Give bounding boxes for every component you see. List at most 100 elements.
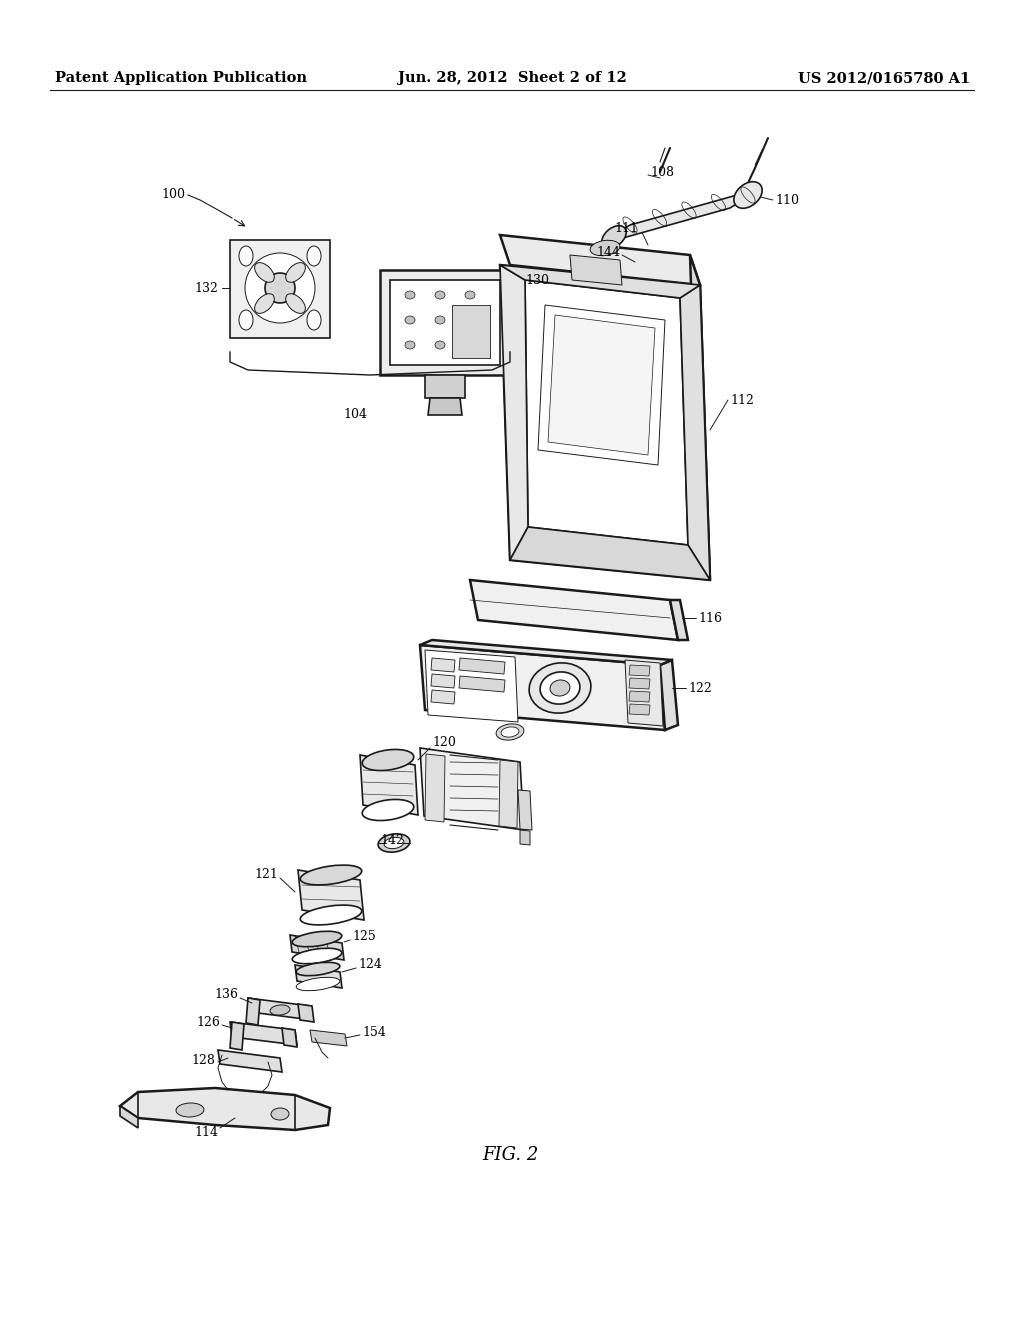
Polygon shape — [425, 754, 445, 822]
Polygon shape — [629, 678, 650, 689]
Ellipse shape — [465, 290, 475, 300]
Polygon shape — [680, 285, 710, 579]
Polygon shape — [420, 748, 524, 830]
Polygon shape — [452, 305, 490, 358]
Ellipse shape — [435, 315, 445, 323]
Text: 120: 120 — [432, 735, 456, 748]
Ellipse shape — [590, 240, 620, 256]
Text: 128: 128 — [191, 1053, 215, 1067]
Polygon shape — [470, 579, 678, 640]
Text: FIG. 2: FIG. 2 — [482, 1146, 539, 1164]
Text: 124: 124 — [358, 958, 382, 972]
Text: 142: 142 — [380, 833, 403, 846]
Polygon shape — [500, 235, 700, 285]
Ellipse shape — [292, 931, 342, 946]
Ellipse shape — [300, 906, 361, 925]
Ellipse shape — [296, 962, 340, 975]
Text: 112: 112 — [730, 393, 754, 407]
Polygon shape — [629, 704, 650, 715]
Text: 136: 136 — [214, 989, 238, 1002]
Ellipse shape — [406, 341, 415, 348]
Polygon shape — [510, 527, 710, 579]
Polygon shape — [625, 660, 663, 726]
Text: 110: 110 — [775, 194, 799, 206]
Polygon shape — [420, 640, 672, 665]
Polygon shape — [380, 271, 510, 375]
Text: 111: 111 — [614, 222, 638, 235]
Polygon shape — [246, 998, 260, 1026]
Polygon shape — [660, 660, 678, 730]
Polygon shape — [230, 1022, 244, 1049]
Polygon shape — [230, 1022, 297, 1045]
Ellipse shape — [307, 310, 321, 330]
Text: Jun. 28, 2012  Sheet 2 of 12: Jun. 28, 2012 Sheet 2 of 12 — [397, 71, 627, 84]
Polygon shape — [690, 255, 710, 579]
Polygon shape — [428, 399, 462, 414]
Ellipse shape — [734, 182, 762, 209]
Polygon shape — [459, 657, 505, 675]
Ellipse shape — [286, 263, 305, 282]
Polygon shape — [518, 789, 532, 830]
Polygon shape — [548, 315, 655, 455]
Text: 122: 122 — [688, 681, 712, 694]
Ellipse shape — [255, 294, 274, 313]
Ellipse shape — [406, 315, 415, 323]
Ellipse shape — [307, 246, 321, 267]
Polygon shape — [298, 870, 364, 920]
Ellipse shape — [435, 290, 445, 300]
Polygon shape — [120, 1088, 330, 1130]
Polygon shape — [420, 645, 665, 730]
Ellipse shape — [300, 865, 361, 884]
Ellipse shape — [602, 226, 627, 248]
Polygon shape — [218, 1049, 282, 1072]
Text: US 2012/0165780 A1: US 2012/0165780 A1 — [798, 71, 970, 84]
Text: 104: 104 — [343, 408, 367, 421]
Ellipse shape — [239, 246, 253, 267]
Polygon shape — [120, 1106, 138, 1129]
Text: Patent Application Publication: Patent Application Publication — [55, 71, 307, 84]
Polygon shape — [248, 998, 312, 1020]
Polygon shape — [390, 280, 500, 366]
Polygon shape — [500, 265, 528, 560]
Ellipse shape — [255, 263, 274, 282]
Polygon shape — [310, 1030, 347, 1045]
Ellipse shape — [176, 1104, 204, 1117]
Ellipse shape — [286, 294, 305, 313]
Polygon shape — [538, 305, 665, 465]
Polygon shape — [290, 935, 344, 960]
Polygon shape — [282, 1028, 297, 1047]
Polygon shape — [670, 601, 688, 640]
Text: 116: 116 — [698, 611, 722, 624]
Polygon shape — [360, 755, 418, 814]
Polygon shape — [629, 665, 650, 676]
Polygon shape — [499, 760, 518, 828]
Ellipse shape — [378, 834, 410, 853]
Ellipse shape — [362, 800, 414, 821]
Polygon shape — [629, 690, 650, 702]
Ellipse shape — [406, 290, 415, 300]
Polygon shape — [431, 657, 455, 672]
Polygon shape — [570, 255, 622, 285]
Text: 125: 125 — [352, 931, 376, 944]
Polygon shape — [500, 265, 710, 579]
Polygon shape — [431, 690, 455, 704]
Ellipse shape — [540, 672, 580, 704]
Polygon shape — [520, 830, 530, 845]
Ellipse shape — [501, 727, 519, 737]
Text: 144: 144 — [596, 246, 620, 259]
Ellipse shape — [529, 663, 591, 713]
Polygon shape — [431, 675, 455, 688]
Ellipse shape — [496, 723, 524, 741]
Text: 130: 130 — [525, 273, 549, 286]
Ellipse shape — [245, 253, 315, 323]
Ellipse shape — [435, 341, 445, 348]
Ellipse shape — [270, 1005, 290, 1015]
Ellipse shape — [265, 273, 295, 304]
Ellipse shape — [292, 948, 342, 964]
Ellipse shape — [465, 315, 475, 323]
Polygon shape — [230, 240, 330, 338]
Polygon shape — [525, 280, 688, 545]
Ellipse shape — [362, 750, 414, 771]
Polygon shape — [425, 649, 518, 722]
Text: 108: 108 — [650, 165, 674, 178]
